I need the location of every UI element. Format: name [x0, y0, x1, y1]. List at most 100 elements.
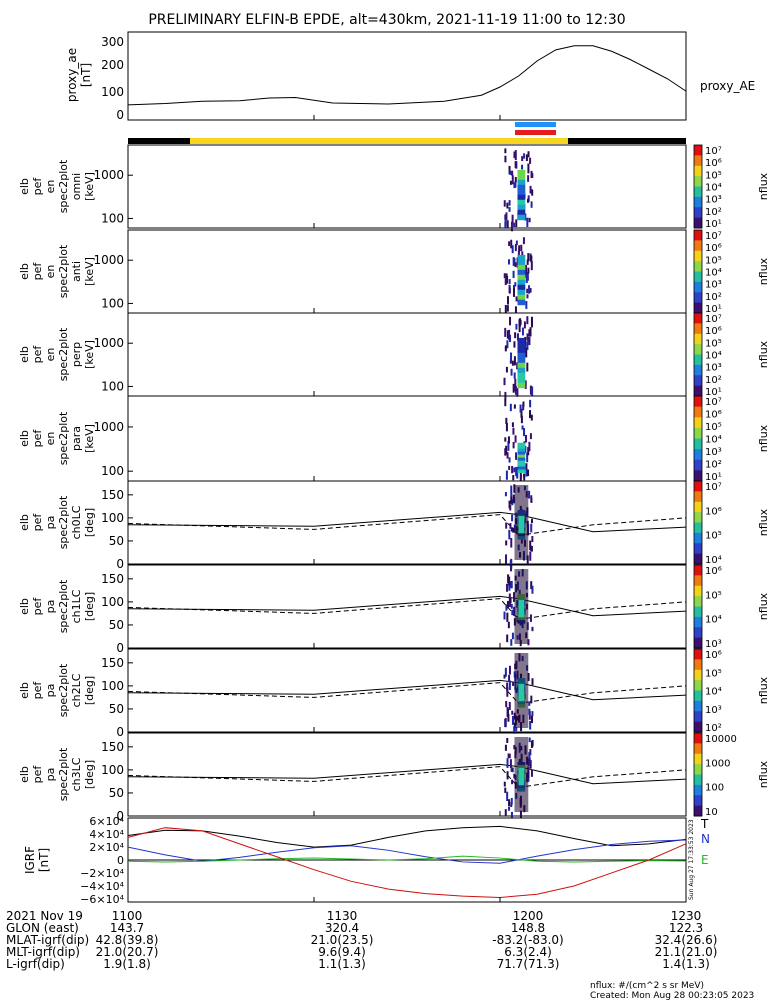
colorbar-tick: 10⁶ — [705, 506, 722, 517]
pa-model-line — [127, 514, 687, 536]
heatmap-pixel — [513, 484, 516, 493]
heatmap-pixel — [529, 720, 532, 730]
heatmap-pixel — [503, 200, 506, 207]
panel-ylabel: ch3LC — [70, 757, 83, 791]
colorbar-segment — [694, 261, 702, 272]
heatmap-pixel — [527, 639, 530, 646]
heatmap-pixel — [505, 470, 508, 480]
heatmap-pixel — [508, 457, 511, 463]
panel-frame — [127, 312, 687, 397]
heatmap-pixel — [526, 362, 529, 372]
heatmap-pixel — [513, 372, 516, 379]
heatmap-pixel — [513, 222, 516, 228]
heatmap-pixel — [525, 463, 528, 470]
heatmap-pixel — [505, 366, 508, 373]
panel-igrf: IGRF [nT] T N E Sun Aug 27 17:33:53 2023 — [23, 817, 710, 903]
heatmap-pixel — [505, 522, 508, 529]
heatmap-pixel — [517, 174, 526, 181]
heatmap-pixel — [506, 682, 509, 689]
proxy-ae-ytick: 100 — [101, 85, 124, 99]
colorbar-unit: nflux — [757, 508, 770, 536]
colorbar-tick: 10⁴ — [705, 687, 722, 698]
colorbar-tick: 10⁴ — [705, 268, 722, 279]
colorbar-tick: 10⁶ — [705, 410, 722, 421]
heatmap-pixel — [506, 707, 509, 717]
colorbar-tick: 10⁴ — [705, 183, 722, 194]
heatmap-pixel — [507, 714, 510, 722]
proxy-ae-ylabel-1: proxy_ae — [65, 48, 79, 102]
colorbar-tick: 100 — [705, 783, 724, 794]
proxy-ae-line — [127, 45, 687, 106]
colorbar-tick: 10000 — [705, 734, 737, 745]
heatmap-pixel — [531, 173, 534, 178]
panel-frame — [127, 480, 687, 565]
colorbar-segment — [694, 427, 702, 439]
heatmap-pixel — [517, 214, 526, 221]
heatmap-pixel — [504, 327, 507, 337]
heatmap-pixel — [517, 299, 526, 306]
panel-ylabel: pef — [31, 597, 44, 616]
ytick-label: 150 — [101, 656, 124, 670]
heatmap-pixel — [530, 523, 533, 533]
colorbar-segment — [694, 438, 702, 450]
heatmap-pixel — [530, 518, 533, 524]
heatmap-pixel — [528, 217, 531, 223]
pa-model-line — [127, 598, 687, 620]
heatmap-pixel — [512, 527, 515, 533]
colorbar: 10000 1000 100 10 nflux — [693, 732, 770, 818]
heatmap-pixel — [517, 377, 526, 384]
heatmap-pixel — [509, 403, 512, 412]
heatmap-pixel — [512, 715, 515, 725]
heatmap-pixel — [504, 221, 507, 229]
ephemeris-value: 32.4(26.6) — [655, 933, 718, 947]
heatmap-pixel — [510, 485, 513, 494]
colorbar-segment — [694, 145, 702, 156]
heatmap-pixel — [517, 199, 526, 206]
heatmap-pixel — [528, 708, 531, 715]
heatmap-pixel — [517, 259, 526, 266]
heatmap-pixel — [506, 202, 509, 209]
heatmap-pixel — [510, 567, 513, 572]
heatmap-pixel — [526, 341, 529, 351]
heatmap-pixel — [506, 791, 509, 801]
ephemeris-value: 1130 — [327, 909, 358, 923]
heatmap-pixel — [512, 287, 515, 297]
colorbar-segment — [694, 669, 702, 681]
heatmap-pixel — [503, 273, 506, 279]
igrf-red-line — [127, 827, 687, 898]
proxy-ae-frame — [127, 31, 687, 121]
heatmap-pixel — [508, 165, 511, 175]
ephemeris-value: 1230 — [671, 909, 702, 923]
panel-ylabel: omni — [70, 173, 83, 200]
colorbar-tick: 10² — [705, 292, 722, 303]
heatmap-pixel — [517, 445, 526, 450]
colorbar-unit: nflux — [757, 172, 770, 200]
heatmap-pixel — [517, 367, 526, 374]
heatmap-pixel — [517, 274, 526, 281]
panel-frame — [127, 564, 687, 649]
heatmap-pixel — [529, 433, 532, 440]
ephemeris-value: 122.3 — [669, 921, 703, 935]
proxy-ae-label-right: proxy_AE — [700, 79, 755, 93]
heatmap-pixel — [527, 253, 530, 262]
panel-ylabel: para — [70, 426, 83, 451]
panel-ylabel: spec2plot — [57, 327, 70, 381]
ephemeris-value: 1.1(1.3) — [318, 957, 366, 971]
heatmap-pixel — [528, 737, 531, 743]
heatmap-pixel — [517, 209, 526, 216]
colorbar-frame — [693, 648, 703, 733]
colorbar-segment — [694, 470, 702, 482]
igrf-ytick: −6×10⁴ — [80, 893, 124, 906]
heatmap-pixel — [505, 212, 508, 221]
panel-ylabel: pef — [31, 429, 44, 448]
heatmap-pixel — [516, 362, 519, 370]
heatmap-pixel — [504, 398, 507, 407]
heatmap-pixel — [512, 441, 515, 449]
panel-ylabel: pef — [31, 262, 44, 281]
heatmap-pixel — [511, 767, 514, 773]
panel-ylabel: elb — [18, 682, 31, 699]
heatmap-pixel — [504, 717, 507, 728]
colorbar-tick: 10¹ — [705, 387, 722, 398]
